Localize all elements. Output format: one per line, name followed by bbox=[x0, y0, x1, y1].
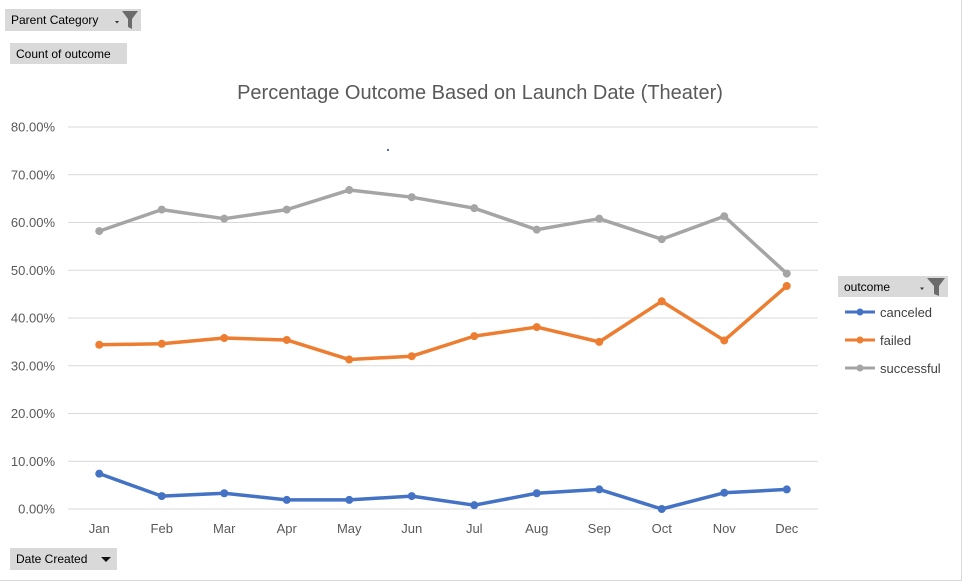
data-point[interactable] bbox=[720, 488, 729, 497]
y-tick-label: 80.00% bbox=[11, 120, 56, 135]
data-point[interactable] bbox=[157, 492, 166, 501]
parent-category-label: Parent Category bbox=[11, 13, 99, 27]
x-tick-label: Nov bbox=[713, 521, 737, 536]
y-tick-label: 50.00% bbox=[11, 263, 56, 278]
data-point[interactable] bbox=[345, 355, 354, 364]
x-tick-label: Mar bbox=[213, 521, 236, 536]
data-point[interactable] bbox=[345, 495, 354, 504]
x-tick-label: Feb bbox=[151, 521, 173, 536]
data-point[interactable] bbox=[407, 352, 416, 361]
data-point[interactable] bbox=[95, 469, 104, 478]
filter-icon bbox=[920, 278, 945, 296]
legend-label: canceled bbox=[880, 304, 933, 320]
y-tick-label: 20.00% bbox=[11, 406, 56, 421]
series-canceled[interactable] bbox=[95, 469, 791, 513]
x-tick-label: Dec bbox=[775, 521, 799, 536]
x-tick-label: Jul bbox=[466, 521, 483, 536]
data-point[interactable] bbox=[345, 186, 354, 195]
data-point[interactable] bbox=[720, 336, 729, 345]
data-point[interactable] bbox=[220, 489, 229, 498]
x-tick-label: Jan bbox=[89, 521, 110, 536]
data-point[interactable] bbox=[282, 335, 291, 344]
data-point[interactable] bbox=[95, 340, 104, 349]
legend-label: successful bbox=[880, 360, 941, 376]
data-point[interactable] bbox=[220, 334, 229, 343]
legend-swatch bbox=[845, 336, 875, 344]
data-point[interactable] bbox=[532, 489, 541, 498]
stray-dot bbox=[387, 149, 389, 151]
y-tick-label: 40.00% bbox=[11, 311, 56, 326]
data-point[interactable] bbox=[282, 205, 291, 214]
data-point[interactable] bbox=[220, 214, 229, 223]
data-point[interactable] bbox=[782, 485, 791, 494]
data-point[interactable] bbox=[470, 332, 479, 341]
series-line[interactable] bbox=[97, 471, 789, 511]
legend-item-canceled[interactable]: canceled bbox=[843, 302, 932, 322]
data-point[interactable] bbox=[657, 235, 666, 244]
date-created-label: Date Created bbox=[16, 552, 88, 566]
y-tick-label: 70.00% bbox=[11, 167, 56, 182]
x-tick-label: Aug bbox=[525, 521, 548, 536]
legend-label: failed bbox=[880, 332, 912, 348]
series-line[interactable] bbox=[97, 284, 789, 362]
data-point[interactable] bbox=[532, 323, 541, 332]
y-tick-label: 0.00% bbox=[18, 502, 55, 517]
data-point[interactable] bbox=[282, 495, 291, 504]
data-point[interactable] bbox=[657, 297, 666, 306]
parent-category-filter-button[interactable]: Parent Category bbox=[5, 9, 141, 31]
data-point[interactable] bbox=[720, 212, 729, 221]
outcome-label: outcome bbox=[844, 279, 891, 294]
x-tick-label: Sep bbox=[588, 521, 611, 536]
chevron-down-icon bbox=[101, 557, 111, 562]
data-point[interactable] bbox=[470, 204, 479, 213]
legend-item-failed[interactable]: failed bbox=[843, 330, 911, 350]
data-point[interactable] bbox=[95, 227, 104, 236]
data-point[interactable] bbox=[595, 214, 604, 223]
series-successful[interactable] bbox=[95, 186, 791, 278]
count-of-outcome-label: Count of outcome bbox=[16, 46, 111, 61]
series-line[interactable] bbox=[97, 188, 789, 276]
y-tick-label: 10.00% bbox=[11, 454, 56, 469]
outcome-filter-button[interactable]: outcome bbox=[838, 276, 948, 297]
data-point[interactable] bbox=[595, 485, 604, 494]
data-point[interactable] bbox=[595, 337, 604, 346]
x-tick-label: Jun bbox=[401, 521, 422, 536]
count-of-outcome-button[interactable]: Count of outcome bbox=[10, 43, 127, 64]
x-tick-label: Apr bbox=[277, 521, 298, 536]
data-point[interactable] bbox=[532, 225, 541, 234]
data-point[interactable] bbox=[657, 505, 666, 513]
x-tick-label: Oct bbox=[652, 521, 673, 536]
x-tick-label: May bbox=[337, 521, 362, 536]
data-point[interactable] bbox=[157, 205, 166, 214]
data-point[interactable] bbox=[782, 269, 791, 278]
data-point[interactable] bbox=[407, 492, 416, 501]
legend-swatch bbox=[845, 364, 875, 372]
chart-title: Percentage Outcome Based on Launch Date … bbox=[237, 82, 723, 104]
y-tick-label: 60.00% bbox=[11, 215, 56, 230]
data-point[interactable] bbox=[157, 339, 166, 348]
legend-swatch bbox=[845, 308, 875, 316]
legend-item-successful[interactable]: successful bbox=[843, 358, 941, 378]
data-point[interactable] bbox=[470, 501, 479, 510]
data-point[interactable] bbox=[782, 282, 791, 291]
series-failed[interactable] bbox=[95, 282, 791, 364]
y-tick-label: 30.00% bbox=[11, 358, 56, 373]
data-point[interactable] bbox=[407, 193, 416, 202]
date-created-filter-button[interactable]: Date Created bbox=[10, 548, 117, 570]
filter-icon bbox=[115, 11, 138, 29]
